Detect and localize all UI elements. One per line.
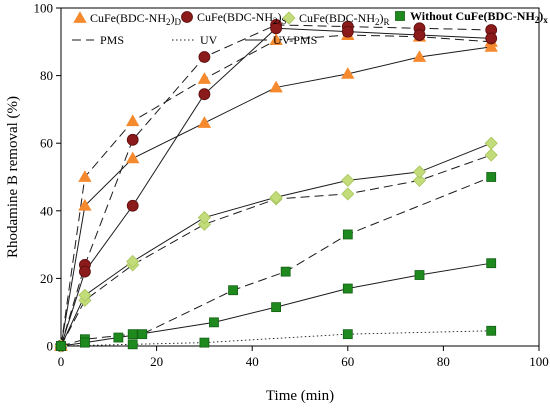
data-point bbox=[209, 317, 219, 328]
data-point bbox=[78, 198, 92, 211]
data-point bbox=[486, 258, 497, 269]
y-tick-label: 0 bbox=[47, 339, 54, 354]
x-tick-label: 60 bbox=[341, 354, 354, 369]
data-point bbox=[269, 80, 283, 93]
series-line bbox=[60, 142, 492, 347]
legend-marker bbox=[181, 11, 193, 23]
series-line bbox=[60, 24, 492, 347]
legend-entry-label: CuFe(BDC-NH2)D bbox=[90, 11, 182, 27]
data-point bbox=[341, 25, 354, 38]
data-point bbox=[341, 187, 355, 201]
data-point bbox=[484, 136, 498, 150]
series-line bbox=[60, 262, 492, 347]
x-tick-label: 80 bbox=[437, 354, 450, 369]
y-tick-label: 60 bbox=[40, 136, 53, 151]
data-point bbox=[199, 337, 210, 348]
data-point bbox=[485, 32, 498, 45]
data-point bbox=[270, 22, 283, 35]
x-axis-title: Time (min) bbox=[266, 388, 334, 404]
y-tick-label: 40 bbox=[40, 203, 53, 218]
x-tick-label: 40 bbox=[246, 354, 259, 369]
y-tick-label: 80 bbox=[40, 68, 53, 83]
data-point bbox=[56, 341, 66, 351]
data-point bbox=[198, 51, 211, 63]
data-point bbox=[342, 283, 353, 294]
data-point bbox=[198, 88, 211, 101]
legend-line-label: UV-PMS bbox=[273, 33, 317, 47]
data-point bbox=[341, 173, 355, 187]
series-lines bbox=[60, 24, 492, 347]
data-point bbox=[197, 210, 211, 225]
data-point bbox=[79, 265, 91, 278]
series-line bbox=[60, 176, 492, 347]
series-line bbox=[60, 27, 492, 347]
data-point bbox=[137, 329, 148, 340]
data-point bbox=[127, 339, 138, 350]
legend-marker bbox=[282, 11, 296, 25]
data-point bbox=[197, 116, 212, 128]
data-point bbox=[197, 72, 212, 84]
data-point bbox=[80, 337, 90, 348]
data-point bbox=[412, 165, 427, 179]
series-line bbox=[60, 330, 492, 347]
data-point bbox=[197, 217, 211, 231]
data-point bbox=[126, 151, 140, 164]
data-point bbox=[126, 133, 139, 146]
data-point bbox=[269, 190, 283, 204]
series-points bbox=[54, 18, 498, 353]
data-point bbox=[484, 40, 498, 52]
data-point bbox=[341, 67, 355, 79]
legend-entry-label: CuFe(BDC-NH2)R bbox=[299, 11, 390, 27]
data-point bbox=[342, 229, 353, 240]
data-point bbox=[78, 170, 92, 182]
legend: CuFe(BDC-NH2)D CuFe(BDC-NH2)S CuFe(BDC-NH2… bbox=[72, 9, 548, 47]
x-tick-label: 0 bbox=[58, 354, 65, 369]
y-axis-title: Rhodamine B removal (%) bbox=[5, 96, 21, 258]
series-line bbox=[60, 154, 492, 347]
series-line bbox=[60, 34, 492, 347]
data-point bbox=[126, 199, 139, 212]
data-point bbox=[126, 254, 140, 269]
data-point bbox=[228, 285, 238, 296]
legend-marker bbox=[395, 11, 405, 21]
legend-line-label: UV bbox=[200, 33, 218, 47]
data-point bbox=[280, 266, 291, 277]
data-point bbox=[342, 329, 353, 340]
data-point bbox=[412, 50, 427, 62]
legend-entry-label: CuFe(BDC-NH2)S bbox=[197, 10, 287, 26]
x-tick-label: 20 bbox=[150, 354, 163, 369]
data-point bbox=[414, 270, 425, 280]
legend-marker bbox=[73, 11, 87, 23]
data-point bbox=[412, 173, 427, 187]
y-tick-label: 100 bbox=[34, 1, 54, 16]
data-point bbox=[486, 172, 497, 182]
data-point bbox=[486, 325, 497, 336]
data-point bbox=[484, 148, 498, 162]
x-tick-label: 100 bbox=[529, 354, 549, 369]
y-tick-label: 20 bbox=[40, 271, 53, 286]
data-point bbox=[413, 29, 426, 41]
legend-entry-label: Without CuFe(BDC-NH2)x bbox=[410, 9, 548, 25]
plot-frame bbox=[60, 7, 540, 347]
axis-ticks: 0 20 40 60 80 100 0 20 40 60 80 100 bbox=[34, 1, 549, 370]
data-point bbox=[113, 332, 124, 343]
data-point bbox=[126, 114, 140, 127]
data-point bbox=[127, 329, 138, 340]
series-line bbox=[60, 46, 492, 347]
data-point bbox=[78, 288, 92, 302]
data-point bbox=[269, 33, 283, 46]
data-point bbox=[271, 302, 282, 313]
legend-line-label: PMS bbox=[100, 33, 124, 47]
